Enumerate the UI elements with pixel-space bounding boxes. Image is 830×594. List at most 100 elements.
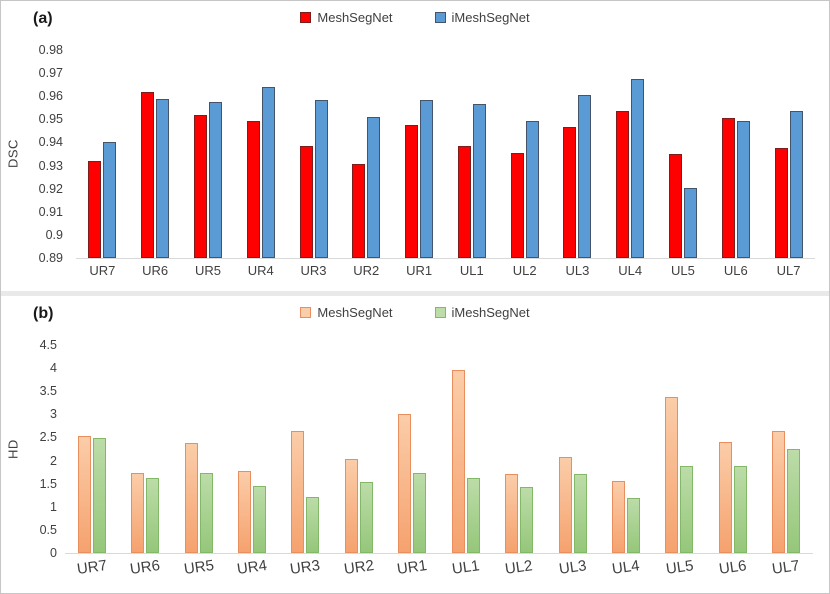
bar-meshsegnet-ul3 [563,127,577,258]
bar-meshsegnet-ul1 [451,369,465,553]
x-axis-category: UL6 [709,263,762,278]
y-axis-tick-label: 4 [50,361,57,376]
panel-a-legend: MeshSegNet iMeshSegNet [1,10,829,25]
x-axis-category-label: UL2 [512,263,537,278]
panel-b-legend: MeshSegNet iMeshSegNet [1,305,829,320]
x-axis-category: UL1 [439,557,492,578]
x-axis-category: UR7 [76,263,129,278]
bar-group-ul1 [439,345,492,553]
x-axis-category-label: UL7 [776,263,801,278]
bar-meshsegnet-ul5 [665,397,679,553]
x-axis-category-label: UR2 [353,263,380,278]
bar-meshsegnet-ul2 [505,473,519,553]
panel-b-label: (b) [33,305,54,322]
y-axis-tick-label: 1.5 [39,476,57,491]
bar-imeshsegnet-ur4 [261,86,275,258]
panel-b-x-axis-labels: UR7 UR6 UR5 UR4 UR3 UR2 UR1 UL1 UL2 UL3 UL4 UL5 UL6 U… [65,556,813,579]
bar-imeshsegnet-ul4 [626,497,640,553]
legend-label: iMeshSegNet [451,10,530,25]
x-axis-category: UL7 [762,263,815,278]
y-axis-tick-label: 0.98 [38,43,63,57]
x-axis-category: UL2 [498,263,551,278]
x-axis-category: UR1 [386,556,439,579]
x-axis-category: UL2 [492,557,545,578]
y-axis-tick-label: 0.9 [45,227,63,242]
bar-meshsegnet-ul3 [558,456,572,553]
panel-b-bars-area [65,345,813,553]
x-axis-category: UR4 [234,263,287,278]
bar-imeshsegnet-ul6 [736,120,750,258]
bar-imeshsegnet-ur7 [92,438,106,553]
y-axis-tick-label: 1 [50,499,57,514]
bar-group-ur7 [65,345,118,553]
legend-swatch-icon [434,12,446,23]
bar-imeshsegnet-ul7 [789,111,803,258]
y-axis-tick-label: 0.93 [38,158,63,173]
panel-a-x-axis-labels: UR7 UR6 UR5 UR4 UR3 UR2 UR1 UL1 UL2 UL3 UL4 UL5 UL6 U… [76,263,815,278]
bar-imeshsegnet-ul3 [578,95,592,258]
x-axis-category: UL5 [653,557,706,578]
legend-item-meshsegnet: MeshSegNet [300,305,393,320]
x-axis-category-label: UR7 [89,263,116,278]
bar-meshsegnet-ur2 [344,459,358,553]
bar-meshsegnet-ur3 [299,145,313,258]
bar-group-ur3 [287,50,340,258]
bar-imeshsegnet-ul1 [466,478,480,553]
legend-label: MeshSegNet [317,305,393,320]
y-axis-tick-label: 4.5 [39,338,57,352]
bar-imeshsegnet-ul7 [787,449,801,553]
panel-b-hd-chart: (b) MeshSegNet iMeshSegNet HD 4.5 4 3.5 3 2.5… [1,296,829,593]
bar-group-ur5 [182,50,235,258]
x-axis-category-label: UL6 [723,263,748,278]
x-axis-category-label: UR3 [289,556,322,579]
bar-group-ur2 [332,345,385,553]
y-axis-tick-label: 2.5 [39,430,57,445]
x-axis-category-label: UR4 [247,263,274,278]
bar-imeshsegnet-ul1 [472,104,486,258]
x-axis-category-label: UR4 [235,556,269,579]
legend-item-imeshsegnet: iMeshSegNet [434,10,530,25]
panel-a-label: (a) [33,10,53,27]
bar-meshsegnet-ur4 [237,471,251,553]
x-axis-category-label: UR1 [406,263,433,278]
bar-meshsegnet-ur1 [398,413,412,553]
panel-separator [1,291,829,296]
x-axis-category-label: UL4 [611,557,641,578]
bar-group-ul4 [599,345,652,553]
x-axis-category: UL4 [599,557,652,578]
bar-imeshsegnet-ul6 [733,466,747,553]
x-axis-category-label: UR3 [300,263,327,278]
bar-imeshsegnet-ur5 [199,472,213,553]
panel-a-bars-area [76,50,815,258]
bar-imeshsegnet-ur1 [420,99,434,258]
bar-group-ul2 [492,345,545,553]
y-axis-tick-label: 3.5 [39,384,57,399]
bar-imeshsegnet-ur5 [208,102,222,258]
bar-group-ul5 [657,50,710,258]
bar-imeshsegnet-ur6 [156,98,170,258]
y-axis-tick-label: 0.91 [38,204,63,219]
panel-b-y-axis-ticks: 4.5 4 3.5 3 2.5 2 1.5 1 0.5 0 [1,338,57,560]
bar-imeshsegnet-ur2 [359,481,373,553]
panel-b-x-axis-line [65,553,813,554]
bar-meshsegnet-ul5 [668,154,682,258]
legend-swatch-icon [300,307,312,318]
x-axis-category: UR1 [393,263,446,278]
bar-imeshsegnet-ur7 [103,142,117,258]
bar-group-ur7 [76,50,129,258]
bar-meshsegnet-ul1 [457,145,471,258]
x-axis-category: UR7 [65,557,118,578]
x-axis-category: UL3 [546,557,599,578]
bar-group-ur1 [386,345,439,553]
bar-imeshsegnet-ul5 [680,465,694,553]
bar-group-ur2 [340,50,393,258]
bar-meshsegnet-ul2 [510,152,524,258]
bar-meshsegnet-ul7 [774,148,788,258]
bar-imeshsegnet-ur4 [252,485,266,553]
bar-group-ul5 [653,345,706,553]
bar-group-ul6 [706,345,759,553]
bar-meshsegnet-ul6 [718,441,732,553]
x-axis-category-label: UR1 [396,556,429,579]
x-axis-category: UR3 [287,263,340,278]
